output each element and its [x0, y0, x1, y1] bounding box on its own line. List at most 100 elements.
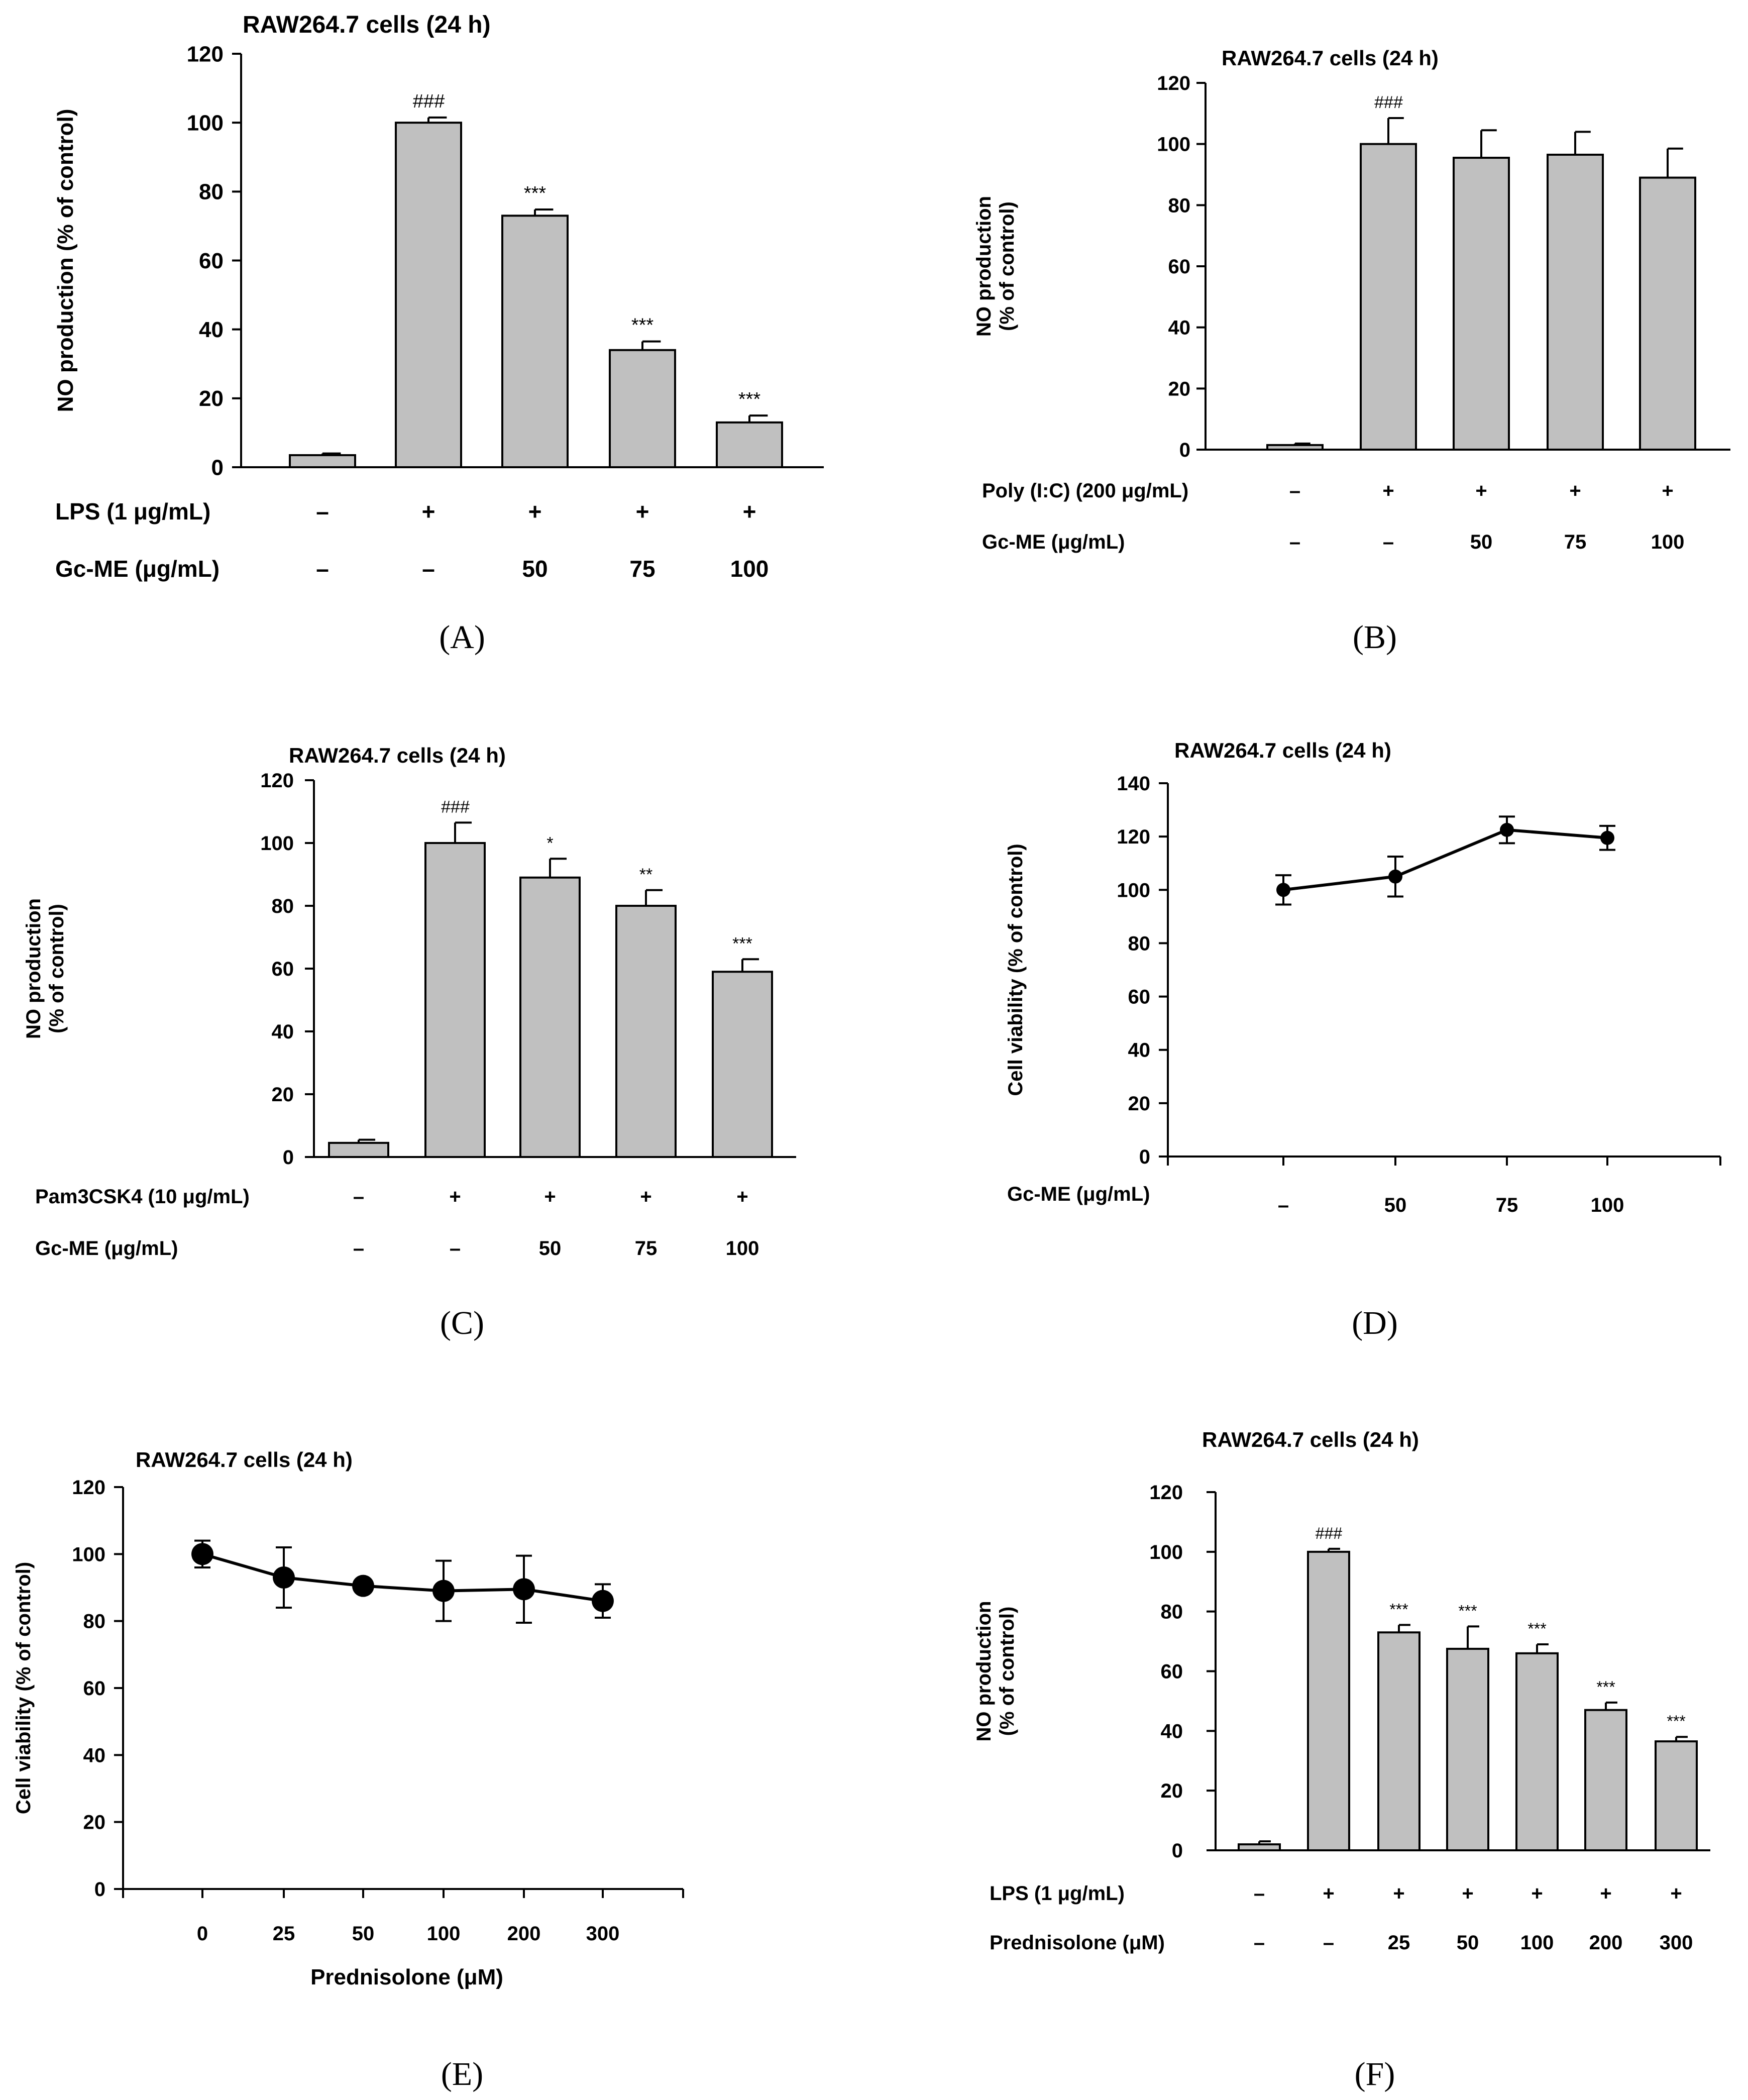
panel-d: RAW264.7 cells (24 h) 0 20 40 60 80 100 120 140 C…	[1005, 739, 1721, 1341]
panel-b: RAW264.7 cells (24 h) 0 20 40 60 80 100 120 NO p…	[973, 46, 1730, 656]
bar	[1446, 1647, 1489, 1851]
treatment-value: –	[1383, 531, 1394, 553]
x-axis-label: Prednisolone (μM)	[310, 1965, 503, 1989]
significance-mark: ***	[524, 183, 547, 204]
treatment-value: –	[1254, 1932, 1265, 1954]
panel-label: (A)	[439, 619, 485, 656]
y-tick-label: 120	[72, 1477, 105, 1499]
significance-mark: ***	[1667, 1712, 1685, 1730]
chart-title: RAW264.7 cells (24 h)	[289, 744, 506, 767]
chart-title: RAW264.7 cells (24 h)	[1222, 46, 1439, 70]
chart-title: RAW264.7 cells (24 h)	[1202, 1428, 1419, 1451]
treatment-value: 200	[1589, 1932, 1623, 1954]
panel-c: RAW264.7 cells (24 h) 0 20 40 60 80 100 120 NO p…	[23, 744, 796, 1341]
data-point	[273, 1566, 295, 1589]
significance-mark: *	[547, 833, 553, 853]
y-tick-label: 20	[272, 1084, 294, 1106]
significance-mark: ###	[1374, 93, 1403, 112]
treatment-label: Gc-ME (μg/mL)	[982, 531, 1125, 553]
x-tick-label: 300	[586, 1923, 620, 1945]
bar	[328, 1141, 389, 1158]
y-axis-label: (% of control)	[996, 1607, 1018, 1736]
treatment-value: +	[1662, 480, 1673, 502]
y-tick-label: 80	[83, 1611, 106, 1633]
data-point	[1276, 883, 1290, 897]
panel-label: (C)	[440, 1305, 484, 1341]
treatment-value: +	[422, 498, 435, 524]
bar	[716, 421, 783, 469]
y-tick-label: 20	[1168, 378, 1191, 400]
y-axis-label: Cell viability (% of control)	[1005, 844, 1027, 1096]
y-tick-label: 100	[187, 111, 224, 136]
treatment-label: Prednisolone (μM)	[990, 1932, 1165, 1954]
treatment-value: +	[449, 1186, 461, 1208]
treatment-value: –	[1323, 1932, 1334, 1954]
y-tick-label: 80	[1168, 194, 1191, 217]
panel-label: (E)	[441, 2056, 483, 2092]
bar	[1238, 1843, 1281, 1852]
panel-label: (D)	[1352, 1305, 1398, 1341]
bar	[712, 971, 773, 1158]
data-point	[1600, 830, 1614, 845]
bar	[609, 349, 676, 468]
treatment-value: 75	[1564, 531, 1587, 553]
treatment-value: –	[353, 1186, 364, 1208]
treatment-value: 50	[539, 1237, 562, 1259]
bar	[501, 215, 569, 468]
treatment-label: Gc-ME (μg/mL)	[1007, 1183, 1150, 1205]
treatment-label: Gc-ME (μg/mL)	[55, 556, 220, 582]
data-point	[513, 1578, 535, 1601]
treatment-value: 50	[1457, 1932, 1479, 1954]
y-tick-label: 60	[83, 1677, 106, 1700]
significance-mark: ***	[738, 389, 761, 410]
y-tick-label: 0	[1139, 1146, 1150, 1168]
y-tick-label: 80	[199, 180, 224, 204]
significance-mark: ###	[441, 797, 470, 816]
series-line	[202, 1552, 603, 1603]
y-tick-label: 40	[1168, 317, 1191, 339]
x-tick-label: 100	[427, 1923, 461, 1945]
treatment-value: +	[528, 498, 542, 524]
y-tick-label: 60	[199, 249, 224, 273]
chart-title: RAW264.7 cells (24 h)	[136, 1448, 353, 1472]
x-tick-label: 75	[1496, 1194, 1518, 1216]
significance-mark: ###	[1315, 1524, 1343, 1542]
y-tick-label: 20	[199, 386, 224, 411]
treatment-value: +	[636, 498, 649, 524]
y-tick-label: 0	[94, 1878, 105, 1901]
significance-mark: ###	[412, 91, 445, 112]
x-tick-label: 50	[1384, 1194, 1407, 1216]
data-point	[432, 1580, 455, 1602]
bar	[1547, 153, 1604, 451]
y-axis-label: Cell viability (% of control)	[13, 1562, 35, 1814]
treatment-label: Gc-ME (μg/mL)	[35, 1237, 178, 1259]
y-tick-label: 20	[1161, 1780, 1183, 1802]
y-tick-label: 40	[83, 1744, 106, 1766]
y-tick-label: 120	[260, 770, 294, 792]
treatment-value: +	[1382, 480, 1394, 502]
bar	[1515, 1652, 1559, 1852]
treatment-value: –	[422, 556, 435, 582]
significance-mark: ***	[732, 934, 752, 953]
y-tick-label: 80	[272, 895, 294, 917]
y-tick-label: 120	[187, 42, 224, 66]
treatment-value: +	[1462, 1882, 1473, 1905]
y-axis-label: NO production	[973, 196, 995, 337]
bar	[1377, 1631, 1421, 1851]
x-tick-label: –	[1278, 1194, 1289, 1216]
x-tick-label: 50	[352, 1923, 375, 1945]
treatment-value: +	[1323, 1882, 1334, 1905]
y-tick-label: 20	[1128, 1093, 1151, 1115]
significance-mark: ***	[1596, 1678, 1615, 1696]
y-tick-label: 80	[1128, 932, 1151, 955]
y-tick-label: 40	[272, 1021, 294, 1043]
treatment-value: +	[1531, 1882, 1543, 1905]
y-tick-label: 100	[1149, 1541, 1183, 1563]
y-tick-label: 120	[1149, 1482, 1183, 1504]
y-tick-label: 100	[1117, 879, 1150, 901]
treatment-value: –	[1289, 480, 1300, 502]
treatment-label: Pam3CSK4 (10 μg/mL)	[35, 1186, 250, 1208]
treatment-value: –	[1289, 531, 1300, 553]
panel-label: (B)	[1353, 619, 1397, 656]
y-axis-label: (% of control)	[46, 904, 68, 1033]
